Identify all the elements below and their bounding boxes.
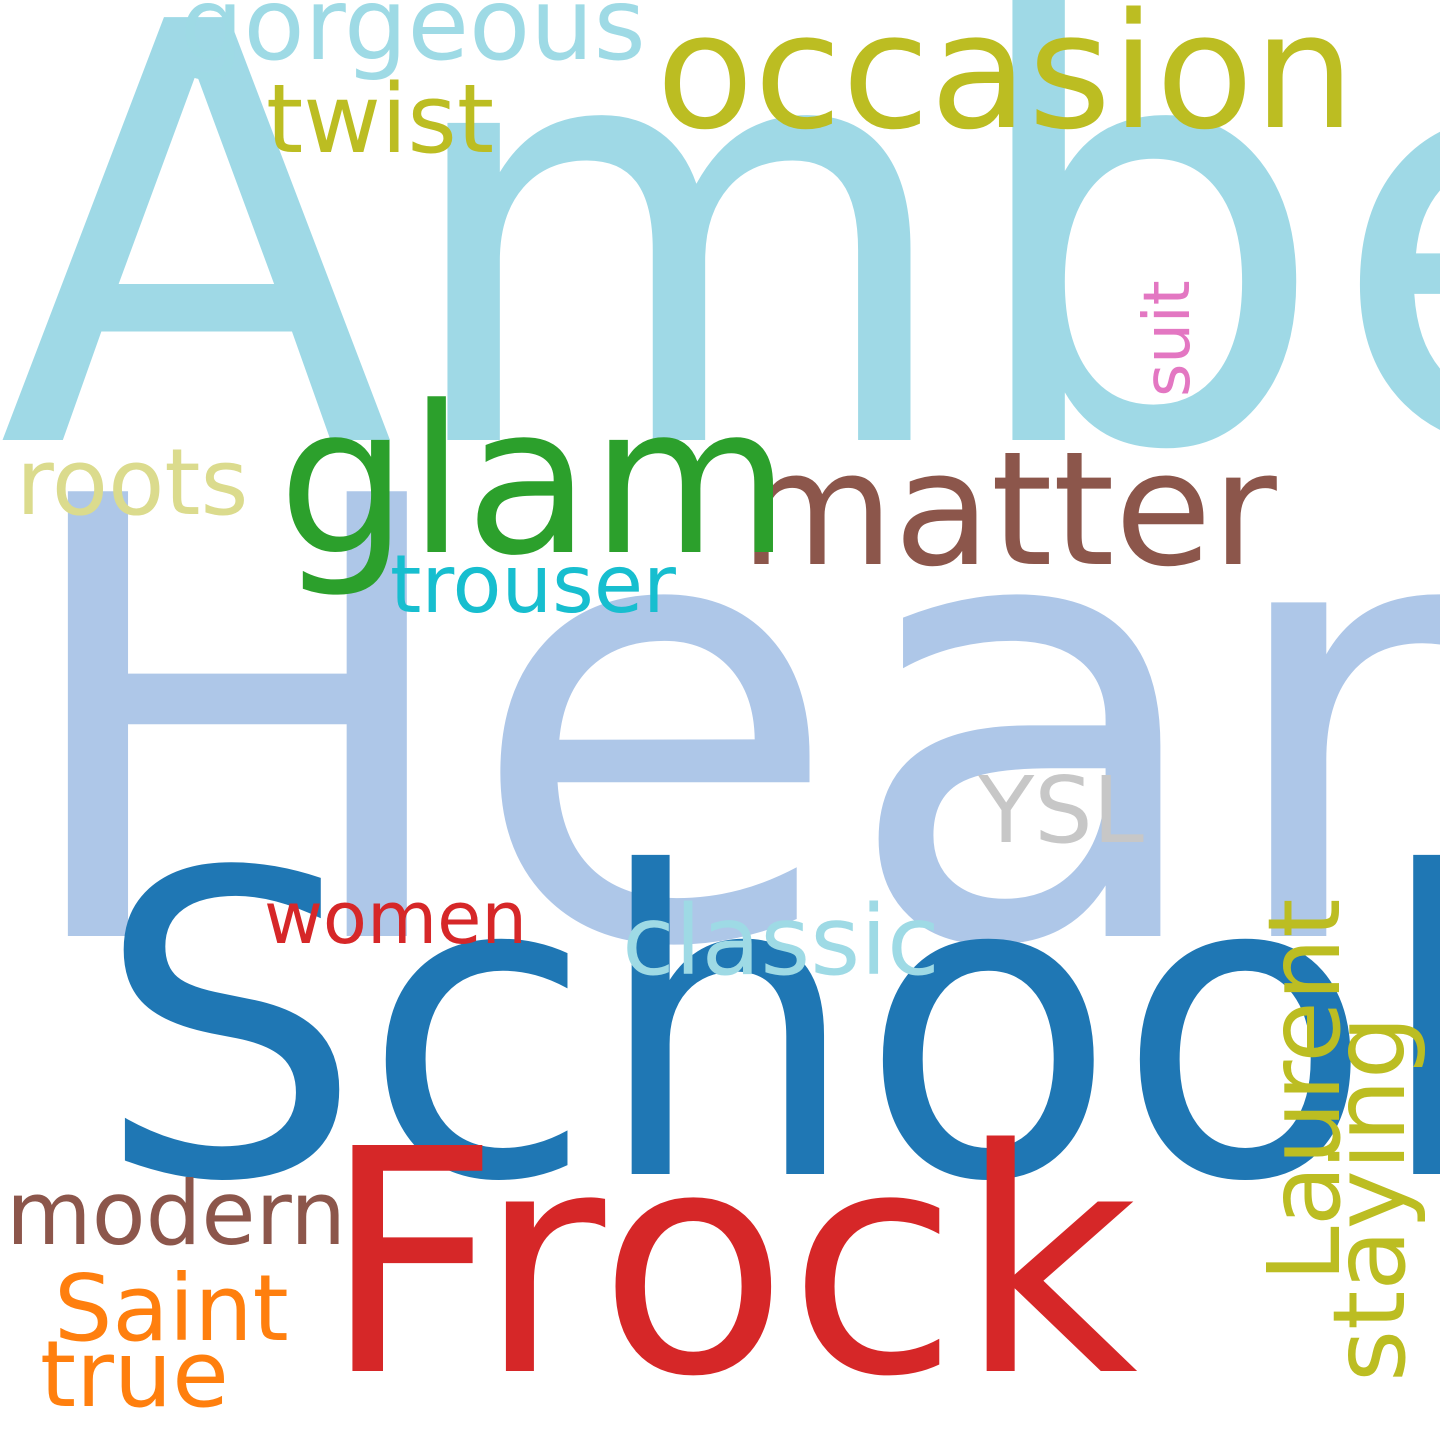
word-twist: twist <box>266 65 495 175</box>
word-matter: matter <box>740 418 1277 602</box>
word-modern: modern <box>6 1162 346 1265</box>
word-frock: Frock <box>322 1084 1139 1440</box>
word-saint: Saint <box>54 1255 289 1362</box>
word-ysl: YSL <box>978 757 1144 864</box>
word-classic: classic <box>622 885 940 997</box>
word-amber: Amber <box>0 0 1440 577</box>
word-school: School <box>96 785 1440 1274</box>
word-heard: Heard <box>8 370 1440 1080</box>
word-women: women <box>264 876 528 960</box>
word-glam: glam <box>278 363 791 601</box>
word-suit: suit <box>1131 280 1205 397</box>
word-trouser: trouser <box>390 538 676 631</box>
word-occasion: occasion <box>656 0 1355 165</box>
word-gorgeous: gorgeous <box>180 0 646 83</box>
word-true: true <box>40 1321 229 1428</box>
word-roots: roots <box>16 429 249 536</box>
word-staying: staying <box>1311 1015 1428 1382</box>
